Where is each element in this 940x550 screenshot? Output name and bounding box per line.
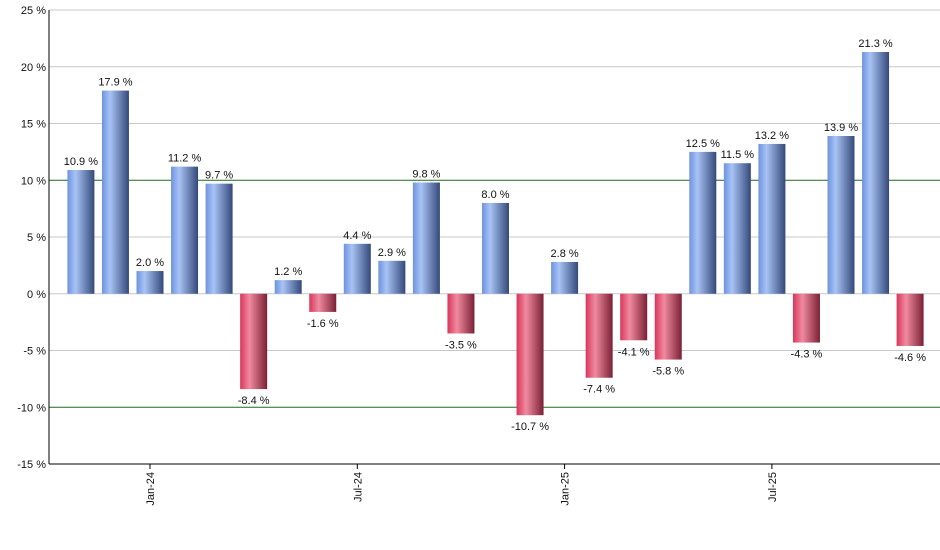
bar [689,151,717,294]
y-tick-label: 20 % [21,62,46,74]
bar [551,261,579,294]
bar [378,260,406,294]
data-label: 9.8 % [412,169,440,181]
bar [862,51,890,294]
y-tick-label: 15 % [21,119,46,131]
data-label: 2.8 % [551,248,579,260]
data-label: 11.5 % [721,149,755,161]
bar [792,293,820,343]
y-tick-label: -15 % [17,459,46,471]
bar [240,293,268,390]
bar [136,271,164,294]
bar [654,293,682,360]
bar [205,183,233,294]
bar [412,182,440,294]
bar [274,280,302,294]
data-label: 12.5 % [686,138,720,150]
data-label: 8.0 % [481,189,509,201]
bar [343,243,371,294]
bar [758,143,786,294]
x-tick-label: Jan-25 [560,472,572,506]
bar [827,135,855,294]
bar [723,163,751,294]
bar [171,166,199,294]
data-label: 2.0 % [136,257,164,269]
y-tick-label: 25 % [21,5,46,17]
data-label: -3.5 % [445,339,477,351]
data-label: -4.6 % [894,352,926,364]
data-label: -1.6 % [307,318,339,330]
bar [585,293,613,378]
data-label: 2.9 % [378,247,406,259]
data-label: 1.2 % [274,266,302,278]
bar [101,90,129,294]
bar [447,293,475,334]
data-label: 13.9 % [824,122,858,134]
data-label: -7.4 % [583,384,615,396]
y-tick-label: 5 % [27,232,46,244]
data-label: -10.7 % [511,421,549,433]
data-label: 11.2 % [168,153,202,165]
x-tick-label: Jul-24 [352,472,364,502]
bar [620,293,648,341]
y-tick-label: 10 % [21,175,46,187]
data-label: 9.7 % [205,170,233,182]
data-label: -5.8 % [652,366,684,378]
data-label: -4.3 % [791,349,823,361]
y-tick-label: -10 % [17,402,46,414]
bar [516,293,544,416]
y-tick-label: -5 % [23,346,46,358]
bar [309,293,337,312]
data-label: -8.4 % [238,395,270,407]
data-label: -4.1 % [618,346,650,358]
data-label: 4.4 % [343,230,371,242]
bar [482,202,509,294]
data-label: 21.3 % [858,38,892,50]
data-label: 10.9 % [64,156,98,168]
x-tick-label: Jan-24 [145,472,157,506]
bar [67,170,95,294]
y-tick-label: 0 % [27,289,46,301]
data-label: 13.2 % [755,130,789,142]
x-tick-label: Jul-25 [767,472,779,502]
bar [896,293,924,346]
data-label: 17.9 % [98,77,132,89]
